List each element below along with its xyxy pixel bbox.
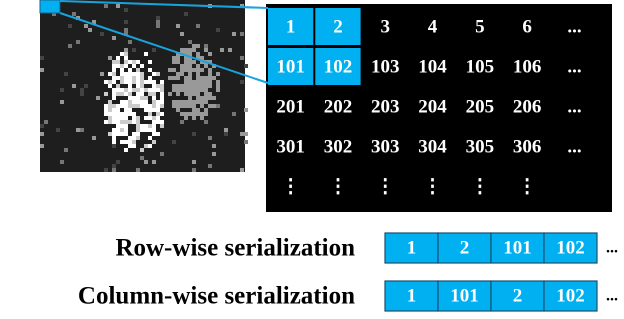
selected-pixels (40, 0, 60, 13)
grid-cell: 5 (475, 17, 485, 38)
grid-cell: 102 (324, 57, 353, 78)
serialization-label: Column-wise serialization (78, 283, 355, 310)
grid-cell: 106 (513, 57, 542, 78)
grid-cell: ... (567, 17, 581, 38)
grid-cell: 205 (466, 97, 495, 118)
sequence-value: 102 (556, 238, 585, 259)
grid-cell: 202 (324, 97, 353, 118)
grid-cell: ⋮ (376, 177, 395, 198)
grid-cell: 303 (371, 137, 400, 158)
grid-cell: 103 (371, 57, 400, 78)
sequence-value: 1 (407, 286, 417, 307)
grid-cell: 101 (276, 57, 305, 78)
grid-cell: ... (567, 57, 581, 78)
grid-cell: 206 (513, 97, 542, 118)
grid-cell: ⋮ (328, 177, 347, 198)
sequence-more: ... (606, 288, 618, 305)
serialization-label: Row-wise serialization (115, 235, 355, 262)
grid-cell: 4 (428, 17, 438, 38)
grid-cell: 2 (333, 17, 343, 38)
grid-cell: 301 (276, 137, 305, 158)
grid-cell: 201 (276, 97, 305, 118)
grid-cell: 1 (286, 17, 296, 38)
grid-cell: ⋮ (281, 177, 300, 198)
serializations: Row-wise serialization 1 2 101 102... Column-… (78, 233, 618, 311)
grid-cell: ⋮ (423, 177, 442, 198)
sequence-value: 2 (460, 238, 470, 259)
grid-cell: 304 (418, 137, 447, 158)
grid-cell: 306 (513, 137, 542, 158)
sequence-value: 102 (556, 286, 585, 307)
grid-cell: ⋮ (470, 177, 489, 198)
grid-cell: 6 (522, 17, 532, 38)
grid-cell: 203 (371, 97, 400, 118)
diagram: 1 2 3 4 5 6... 101 102 103 104 105 106... 201 202 203 2… (0, 0, 624, 319)
grid-cell: 302 (324, 137, 353, 158)
grid-cell: ... (567, 137, 581, 158)
sequence-value: 2 (513, 286, 523, 307)
grid-cell: 204 (418, 97, 447, 118)
sequence-value: 1 (407, 238, 417, 259)
sequence-more: ... (606, 240, 618, 257)
grid-cell: 3 (381, 17, 391, 38)
grid-cell: ⋮ (518, 177, 537, 198)
grid-cell: 105 (466, 57, 495, 78)
sequence-value: 101 (450, 286, 479, 307)
grid-cell: 305 (466, 137, 495, 158)
sequence-value: 101 (503, 238, 532, 259)
grid-cell: ... (567, 97, 581, 118)
grid-cell: 104 (418, 57, 447, 78)
